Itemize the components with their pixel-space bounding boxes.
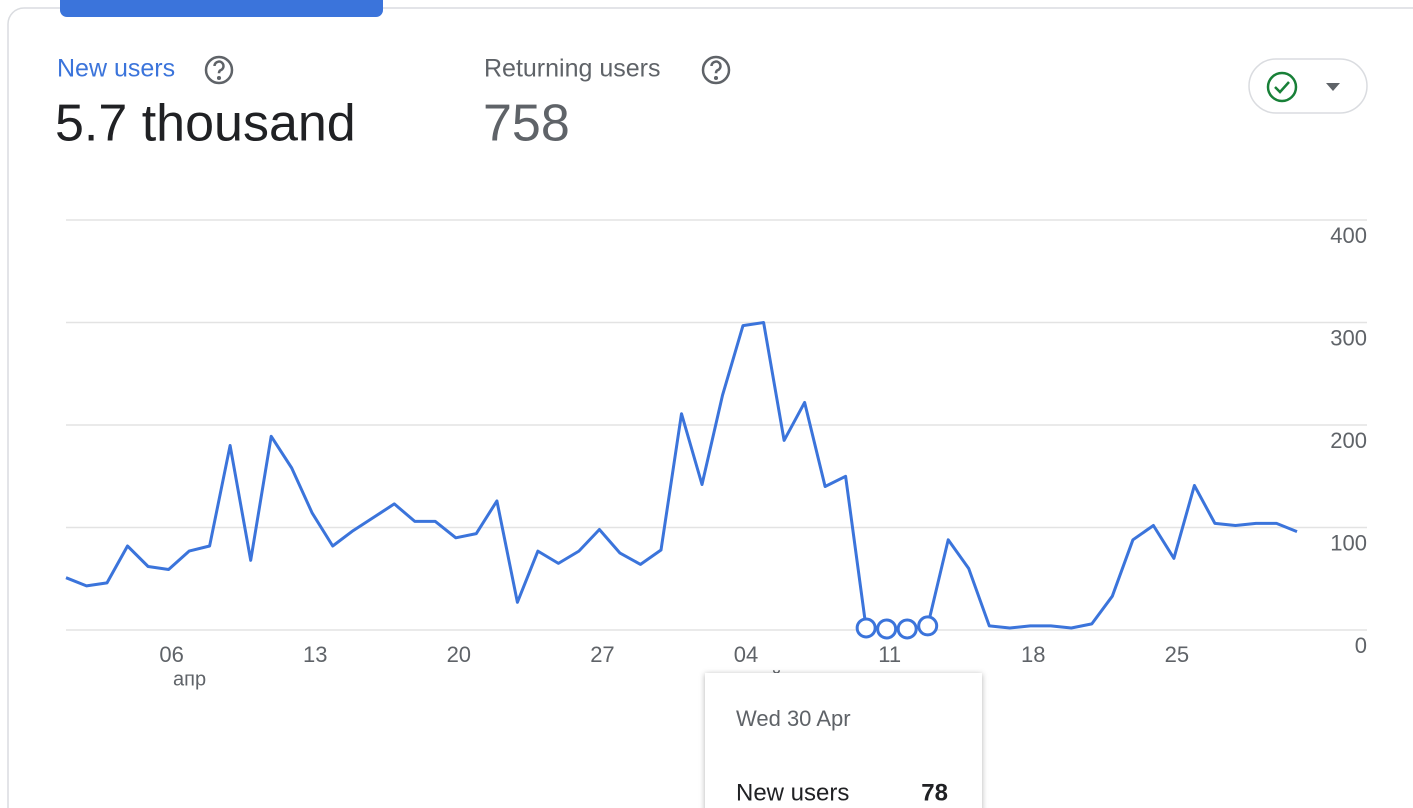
card — [7, 7, 1413, 808]
x-tick-label: 04 — [734, 642, 758, 667]
metric-value: 758 — [483, 95, 570, 153]
help-icon[interactable] — [204, 55, 234, 85]
tooltip-box — [705, 673, 982, 808]
point-marker — [896, 618, 918, 640]
x-tick-label: 18 — [1021, 642, 1045, 667]
metric-value: 5.7 thousand — [55, 95, 356, 153]
y-tick-label: 100 — [1330, 530, 1367, 555]
tooltip-date: Wed 30 Apr — [736, 706, 851, 731]
y-tick-label: 200 — [1330, 428, 1367, 453]
tooltip-value: 78 — [921, 779, 948, 806]
y-tick-label: 0 — [1355, 633, 1367, 658]
point-marker — [917, 615, 939, 637]
x-tick-label: 27 — [590, 642, 614, 667]
x-tick-label: 06 — [159, 642, 183, 667]
tooltip: Wed 30 Apr New users 78 — [705, 673, 982, 808]
point-marker — [855, 617, 877, 639]
x-tick-label: 25 — [1165, 642, 1189, 667]
help-icon[interactable] — [701, 55, 731, 85]
x-month-label: апр — [173, 668, 206, 690]
y-tick-label: 300 — [1330, 325, 1367, 350]
metric-label[interactable]: New users — [57, 55, 175, 83]
status-button[interactable] — [1248, 58, 1368, 114]
point-marker — [876, 618, 898, 640]
x-tick-label: 11 — [878, 642, 901, 667]
active-tab[interactable] — [60, 0, 383, 17]
tooltip-series-name: New users — [736, 779, 849, 806]
metric-label[interactable]: Returning users — [484, 55, 660, 83]
x-tick-label: 20 — [447, 642, 471, 667]
y-tick-label: 400 — [1330, 223, 1367, 248]
x-tick-label: 13 — [303, 642, 327, 667]
line-series — [65, 321, 1298, 631]
